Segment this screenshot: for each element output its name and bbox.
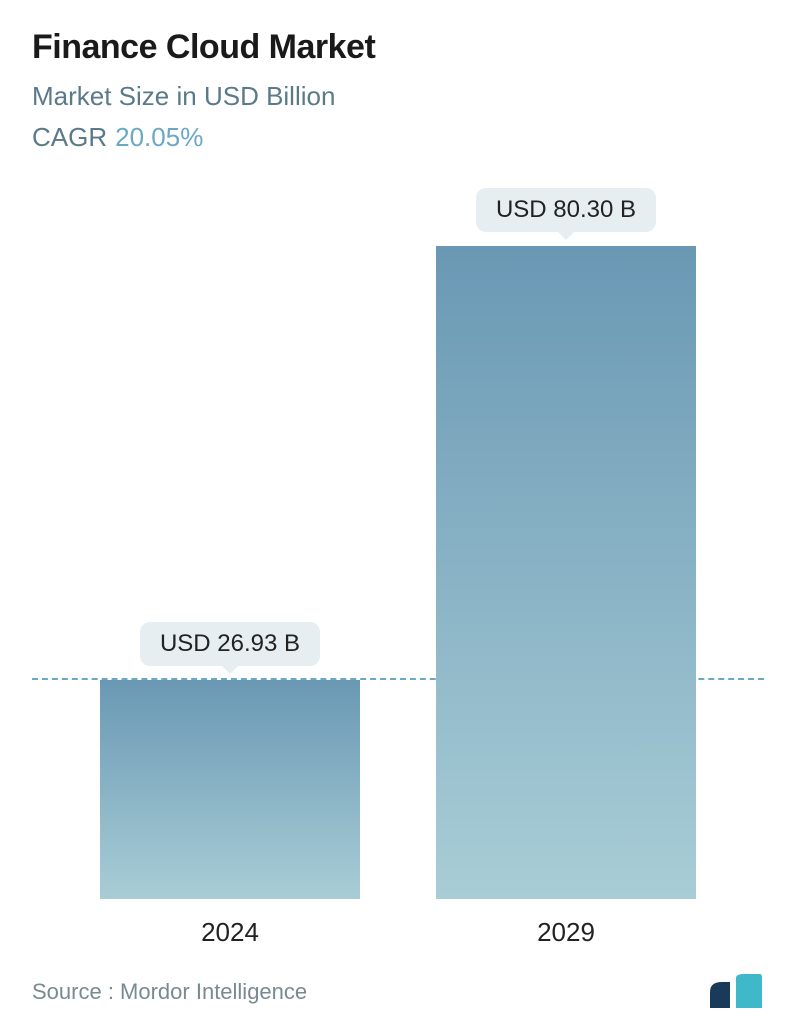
bar-value-label: USD 26.93 B: [140, 622, 320, 666]
cagr-value: 20.05%: [115, 122, 203, 152]
brand-logo-icon: [708, 974, 764, 1010]
footer: Source : Mordor Intelligence: [32, 974, 764, 1010]
bars-group: USD 26.93 B USD 80.30 B: [32, 189, 764, 899]
chart-area: USD 26.93 B USD 80.30 B 2024 2029: [32, 189, 764, 966]
bar-group: USD 80.30 B: [436, 188, 696, 899]
bar-group: USD 26.93 B: [100, 622, 360, 899]
bar: [436, 246, 696, 899]
chart-title: Finance Cloud Market: [32, 28, 764, 67]
x-axis-label: 2024: [100, 917, 360, 948]
x-axis-labels: 2024 2029: [32, 917, 764, 948]
cagr-label: CAGR: [32, 122, 107, 152]
chart-subtitle: Market Size in USD Billion: [32, 81, 764, 112]
source-text: Source : Mordor Intelligence: [32, 979, 307, 1005]
bar: [100, 680, 360, 899]
bar-value-label: USD 80.30 B: [476, 188, 656, 232]
x-axis-label: 2029: [436, 917, 696, 948]
plot-region: USD 26.93 B USD 80.30 B: [32, 189, 764, 899]
cagr-row: CAGR 20.05%: [32, 122, 764, 153]
chart-container: Finance Cloud Market Market Size in USD …: [0, 0, 796, 1034]
